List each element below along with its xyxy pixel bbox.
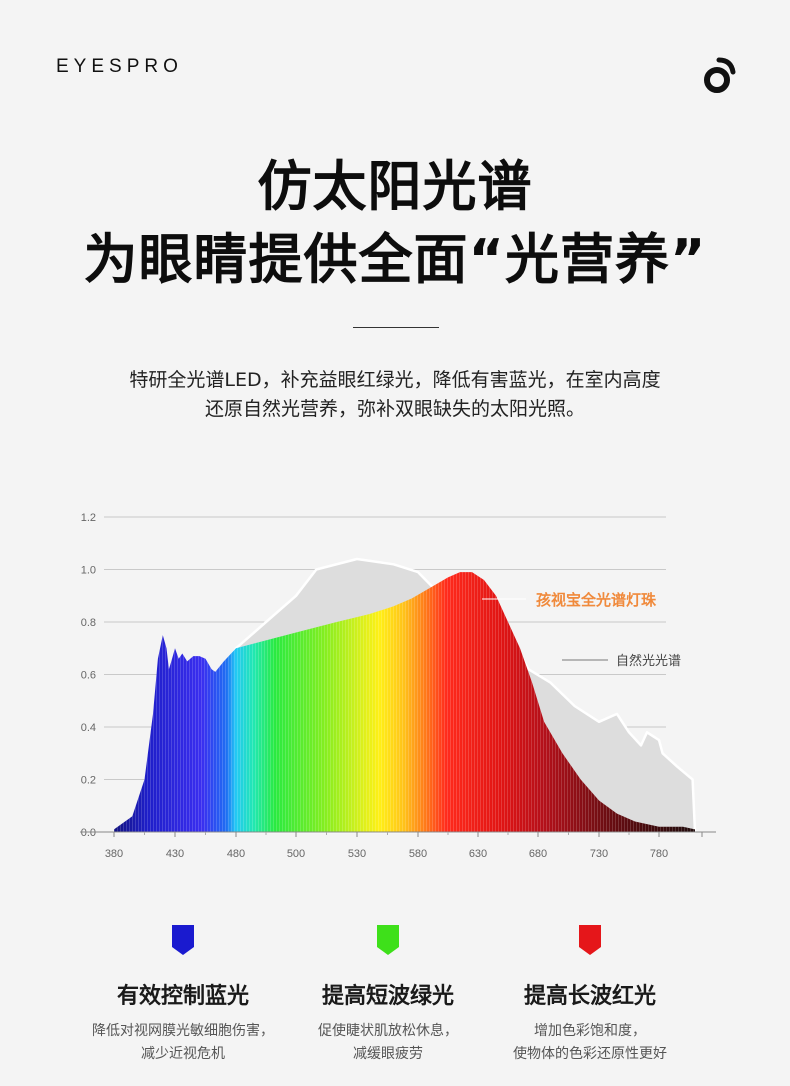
- feature-desc: 促使睫状肌放松休息， 减缓眼疲劳: [268, 1020, 508, 1066]
- feature-green-light: 提高短波绿光 促使睫状肌放松休息， 减缓眼疲劳: [268, 925, 508, 1066]
- led-annotation-label: 孩视宝全光谱灯珠: [536, 591, 657, 609]
- feature-desc-line2: 使物体的色彩还原性更好: [513, 1046, 667, 1062]
- x-tick-label: 500: [287, 848, 305, 860]
- feature-desc-line1: 促使睫状肌放松休息，: [318, 1023, 458, 1039]
- x-tick-label: 530: [348, 848, 366, 860]
- y-tick-label: 0.0: [81, 827, 96, 839]
- x-tick-label: 430: [166, 848, 184, 860]
- x-tick-label: 480: [227, 848, 245, 860]
- y-tick-label: 1.0: [81, 565, 96, 577]
- headline-line1: 仿太阳光谱: [257, 155, 533, 218]
- blue-light-marker-icon: [172, 925, 194, 955]
- spectrum-chart: 0.0 0.2 0.4 0.6 0.8 1.0 1.2 380 430 480 500 530 580 6…: [80, 512, 716, 860]
- x-tick-label: 730: [590, 848, 608, 860]
- feature-desc: 降低对视网膜光敏细胞伤害， 减少近视危机: [63, 1020, 303, 1066]
- marker-shape: [377, 925, 399, 955]
- feature-desc-line1: 降低对视网膜光敏细胞伤害，: [92, 1023, 274, 1039]
- x-tick-label: 780: [650, 848, 668, 860]
- natural-annotation-label: 自然光光谱: [616, 653, 681, 669]
- feature-desc-line1: 增加色彩饱和度，: [534, 1023, 646, 1039]
- x-tick-label: 680: [529, 848, 547, 860]
- green-light-marker-icon: [377, 925, 399, 955]
- title-divider: [353, 327, 439, 328]
- intro-line1: 特研全光谱LED，补充益眼红绿光，降低有害蓝光，在室内高度: [129, 369, 661, 391]
- series-led-spectrum-texture: [114, 572, 695, 832]
- y-tick-label: 1.2: [81, 512, 96, 524]
- feature-desc-line2: 减少近视危机: [141, 1046, 225, 1062]
- marker-shape: [579, 925, 601, 955]
- headline-line2: 为眼睛提供全面“光营养”: [83, 228, 707, 291]
- red-light-marker-icon: [579, 925, 601, 955]
- x-tick-label: 630: [469, 848, 487, 860]
- y-tick-label: 0.4: [81, 722, 96, 734]
- x-tick-label: 380: [105, 848, 123, 860]
- eyespro-logo-icon: [704, 57, 736, 93]
- y-tick-label: 0.2: [81, 775, 96, 787]
- feature-blue-light: 有效控制蓝光 降低对视网膜光敏细胞伤害， 减少近视危机: [63, 925, 303, 1066]
- x-tick-label: 580: [409, 848, 427, 860]
- y-tick-label: 0.8: [81, 617, 96, 629]
- marker-shape: [172, 925, 194, 955]
- feature-desc: 增加色彩饱和度， 使物体的色彩还原性更好: [470, 1020, 710, 1066]
- feature-title: 提高长波红光: [523, 984, 656, 1009]
- feature-title: 提高短波绿光: [321, 984, 454, 1009]
- feature-red-light: 提高长波红光 增加色彩饱和度， 使物体的色彩还原性更好: [470, 925, 710, 1066]
- feature-desc-line2: 减缓眼疲劳: [353, 1046, 423, 1062]
- feature-title: 有效控制蓝光: [116, 984, 249, 1009]
- y-tick-label: 0.6: [81, 670, 96, 682]
- intro-line2: 还原自然光营养，弥补双眼缺失的太阳光照。: [204, 398, 585, 420]
- brand-name: EYESPRO: [56, 56, 183, 77]
